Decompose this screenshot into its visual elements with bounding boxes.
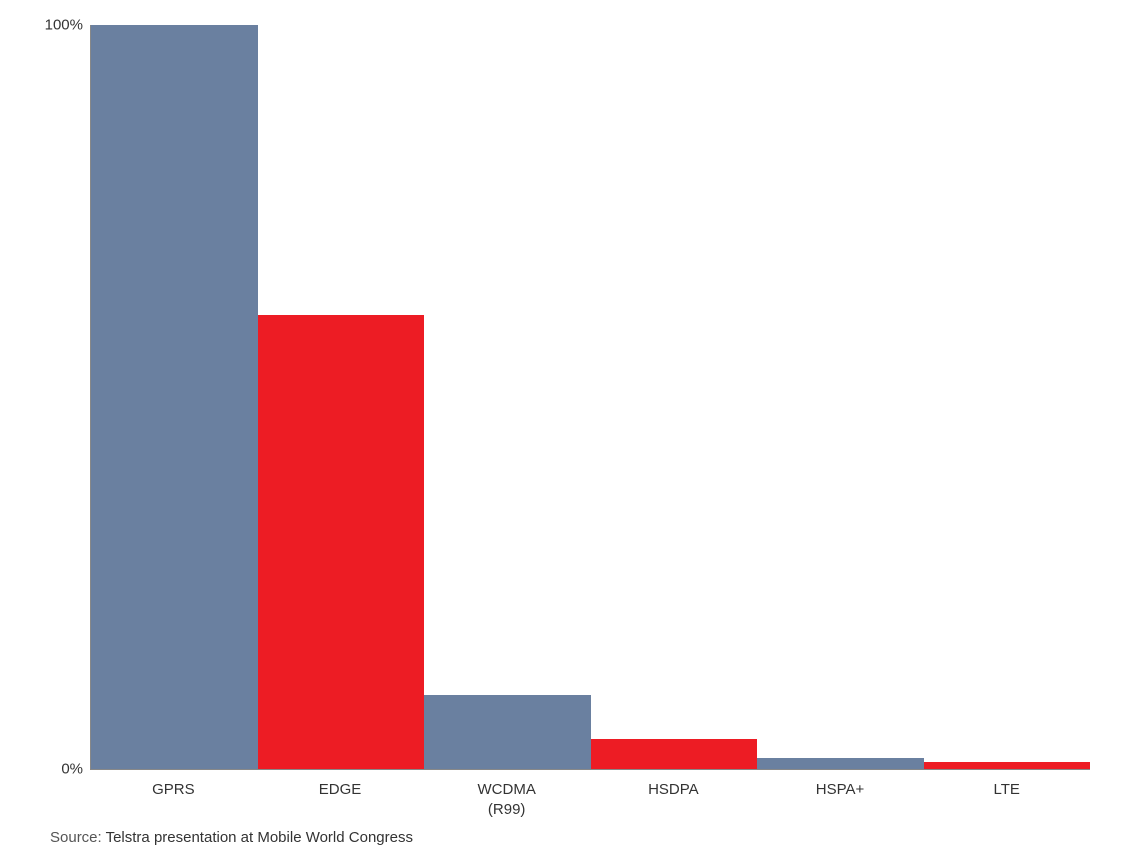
bar-slot [924, 25, 1091, 769]
bar-slot [91, 25, 258, 769]
bars-wrap [91, 25, 1090, 769]
source-prefix: Source: [50, 829, 106, 846]
bar [757, 758, 924, 769]
bar [258, 315, 425, 769]
x-axis-label: HSDPA [590, 772, 757, 819]
bar-slot [591, 25, 758, 769]
chart-container: 0%100% GPRSEDGEWCDMA (R99)HSDPAHSPA+LTE [40, 20, 1090, 800]
bar-slot [424, 25, 591, 769]
plot-area: 0%100% [90, 25, 1090, 770]
bar-slot [258, 25, 425, 769]
bar [424, 695, 591, 769]
y-tick-label: 100% [45, 17, 91, 34]
x-axis-label: GPRS [90, 772, 257, 819]
x-axis-label: HSPA+ [757, 772, 924, 819]
x-axis-label: EDGE [257, 772, 424, 819]
bar-slot [757, 25, 924, 769]
x-axis-labels: GPRSEDGEWCDMA (R99)HSDPAHSPA+LTE [90, 772, 1090, 819]
bar [91, 25, 258, 769]
x-axis-label: LTE [923, 772, 1090, 819]
bar [591, 739, 758, 769]
x-axis-label: WCDMA (R99) [423, 772, 590, 819]
source-text: Telstra presentation at Mobile World Con… [106, 829, 413, 846]
source-line: Source: Telstra presentation at Mobile W… [50, 829, 413, 846]
bar [924, 762, 1091, 769]
y-tick-label: 0% [61, 761, 91, 778]
